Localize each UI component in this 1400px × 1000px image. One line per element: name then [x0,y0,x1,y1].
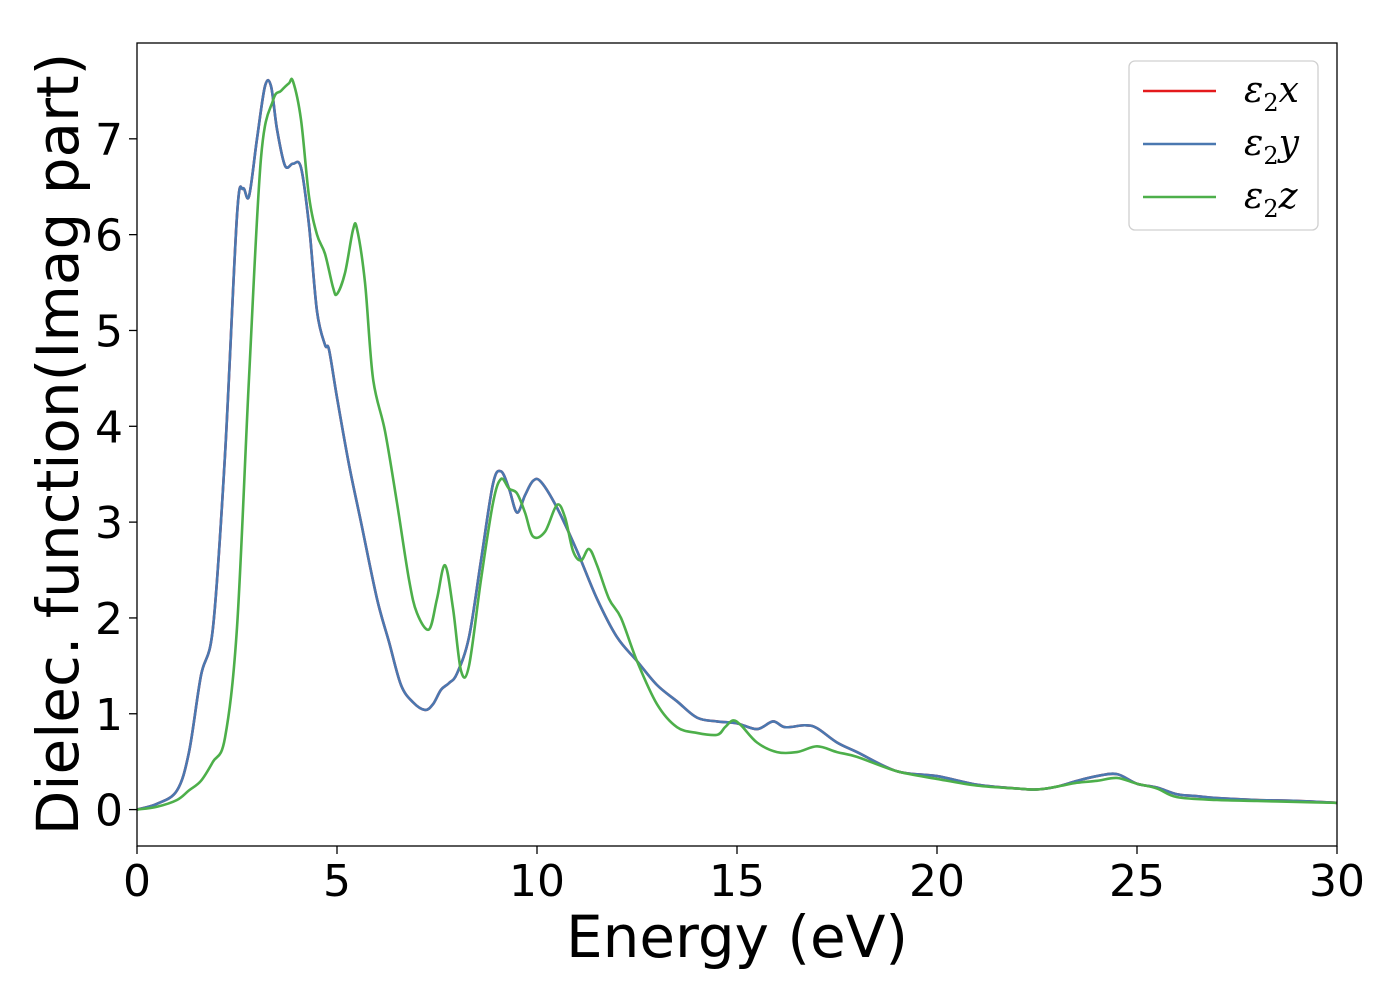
y-axis-title: Dielec. function(Imag part) [24,53,92,836]
x-tick-label: 25 [1109,856,1165,907]
x-axis: 0 5 10 15 20 25 30 [123,846,1365,907]
y-tick-label: 1 [95,690,123,741]
y-tick-label: 3 [95,498,123,549]
y-tick-label: 2 [95,594,123,645]
legend-label-y: ε2y [1244,123,1300,170]
y-axis: 0 1 2 3 4 5 6 7 [95,115,137,837]
x-axis-title: Energy (eV) [566,903,908,971]
x-tick-label: 0 [123,856,151,907]
legend-box [1128,60,1319,231]
x-tick-label: 30 [1309,856,1365,907]
series-layer [136,77,1338,811]
y-tick-label: 4 [95,402,123,453]
y-tick-label: 5 [95,306,123,357]
y-tick-label: 0 [95,786,123,837]
series-line-z [136,77,1338,811]
x-tick-label: 20 [909,856,965,907]
x-tick-label: 15 [709,856,765,907]
y-tick-label: 7 [95,115,123,166]
x-tick-label: 10 [509,856,565,907]
y-tick-label: 6 [95,211,123,262]
x-tick-label: 5 [323,856,351,907]
